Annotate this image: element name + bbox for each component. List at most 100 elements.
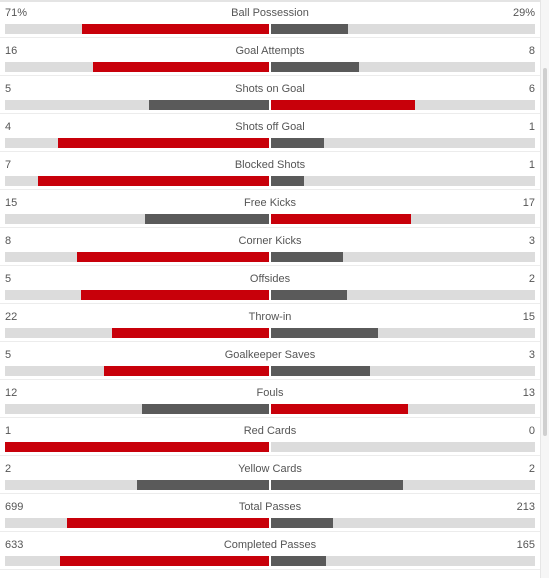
home-value: 2 [5,463,12,475]
away-bar-track [271,252,535,262]
home-bar-fill [142,404,269,414]
away-value: 165 [516,539,535,551]
home-value: 16 [5,45,18,57]
away-bar-fill [271,556,326,566]
home-value: 71% [5,7,28,19]
away-value: 13 [522,387,535,399]
home-value: 633 [5,539,24,551]
away-bar-fill [271,214,411,224]
home-bar-fill [60,556,269,566]
home-bar-track [5,404,269,414]
stat-label: Ball Possession [231,7,309,19]
home-bar-track [5,214,269,224]
home-bar-track [5,328,269,338]
home-bar-fill [104,366,269,376]
away-value: 213 [516,501,535,513]
home-value: 12 [5,387,18,399]
home-bar-fill [5,442,269,452]
away-bar-fill [271,290,347,300]
home-bar-fill [112,328,269,338]
away-value: 6 [528,83,535,95]
home-bar-fill [93,62,269,72]
home-bar-fill [81,290,269,300]
home-bar-track [5,290,269,300]
home-bar-fill [38,176,269,186]
away-bar-track [271,556,535,566]
home-value: 15 [5,197,18,209]
stat-label: Offsides [249,273,291,285]
stat-label: Shots off Goal [235,121,305,133]
away-value: 17 [522,197,535,209]
away-bar-fill [271,518,333,528]
stat-row: 4 Shots off Goal 1 [0,114,540,152]
home-bar-fill [82,24,269,34]
stat-row: 1 Red Cards 0 [0,418,540,456]
stat-label: Yellow Cards [238,463,302,475]
away-bar-track [271,442,535,452]
away-bar-fill [271,328,378,338]
home-bar-track [5,366,269,376]
home-bar-fill [145,214,269,224]
home-value: 5 [5,273,12,285]
stat-row: 16 Goal Attempts 8 [0,38,540,76]
home-bar-track [5,442,269,452]
home-bar-track [5,24,269,34]
away-value: 0 [528,425,535,437]
stat-label: Corner Kicks [238,235,302,247]
away-value: 2 [528,463,535,475]
stat-list: 71% Ball Possession 29% 16 Goal Attempts 8 5 Sh… [0,7,540,570]
vertical-scrollbar[interactable] [540,0,549,578]
stat-label: Red Cards [243,425,297,437]
home-bar-track [5,176,269,186]
stat-label: Goalkeeper Saves [224,349,316,361]
home-bar-track [5,100,269,110]
home-value: 5 [5,83,12,95]
away-bar-track [271,366,535,376]
stat-row: 633 Completed Passes 165 [0,532,540,570]
away-value: 2 [528,273,535,285]
away-bar-track [271,518,535,528]
away-value: 3 [528,349,535,361]
home-value: 4 [5,121,12,133]
stat-row: 15 Free Kicks 17 [0,190,540,228]
away-bar-fill [271,480,403,490]
home-value: 699 [5,501,24,513]
away-value: 29% [512,7,535,19]
stat-label: Completed Passes [223,539,317,551]
home-value: 22 [5,311,18,323]
stat-row: 699 Total Passes 213 [0,494,540,532]
stat-label: Total Passes [238,501,302,513]
home-bar-track [5,556,269,566]
away-bar-fill [271,176,304,186]
home-bar-track [5,518,269,528]
away-value: 1 [528,121,535,133]
home-bar-fill [77,252,269,262]
stat-label: Goal Attempts [235,45,305,57]
stat-row: 8 Corner Kicks 3 [0,228,540,266]
away-value: 15 [522,311,535,323]
stat-row: 5 Offsides 2 [0,266,540,304]
away-bar-fill [271,404,408,414]
away-bar-track [271,138,535,148]
stat-row: 12 Fouls 13 [0,380,540,418]
away-bar-track [271,176,535,186]
away-bar-fill [271,24,348,34]
away-bar-track [271,480,535,490]
stat-label: Free Kicks [244,197,296,209]
away-value: 3 [528,235,535,247]
stat-row: 5 Goalkeeper Saves 3 [0,342,540,380]
away-bar-track [271,290,535,300]
home-value: 5 [5,349,12,361]
away-bar-track [271,100,535,110]
scrollbar-thumb[interactable] [543,68,547,436]
away-bar-track [271,404,535,414]
home-bar-fill [58,138,269,148]
home-bar-track [5,252,269,262]
away-bar-fill [271,138,324,148]
home-bar-fill [137,480,269,490]
stat-row: 22 Throw-in 15 [0,304,540,342]
stat-label: Throw-in [248,311,292,323]
away-bar-track [271,24,535,34]
away-value: 1 [528,159,535,171]
